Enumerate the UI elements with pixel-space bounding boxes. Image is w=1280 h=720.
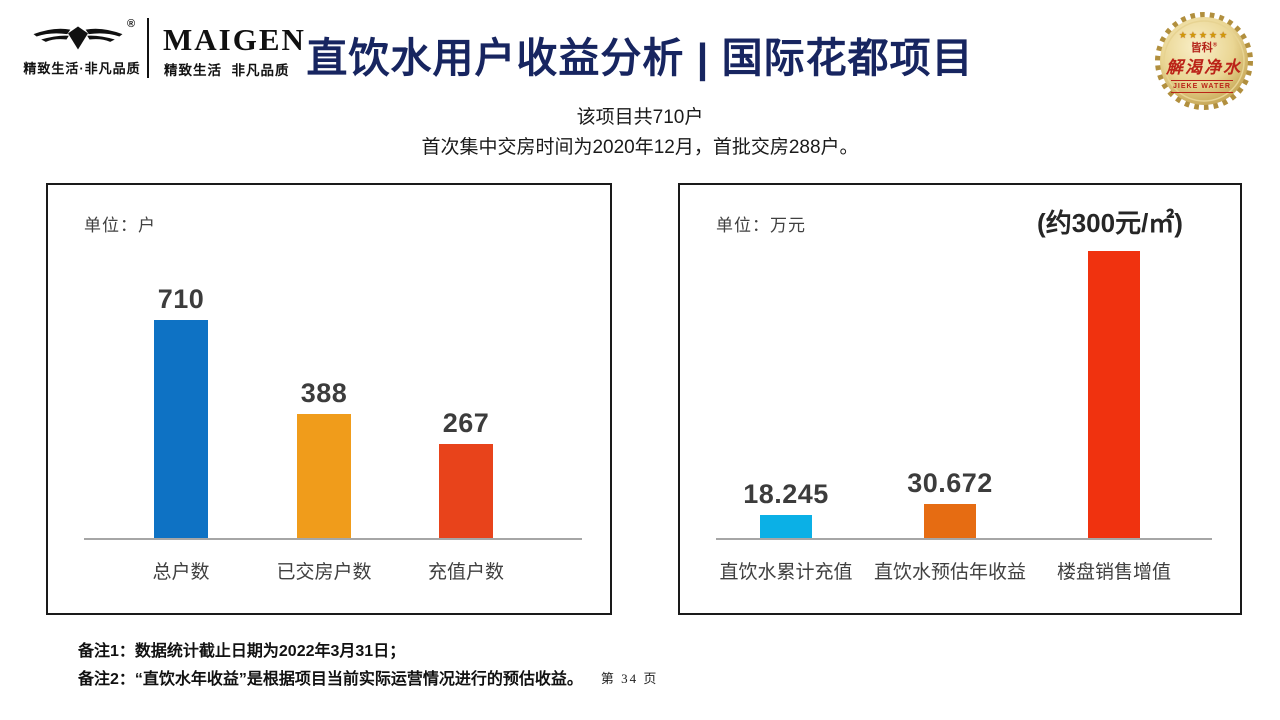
chart-households: 单位：户 710 总户数 388 已交房户数 267 充值户数 <box>46 183 612 615</box>
category-label: 直饮水累计充值 <box>719 562 853 583</box>
x-axis-line <box>716 538 1212 540</box>
subtitle-line2: 首次集中交房时间为2020年12月，首批交房288户。 <box>421 137 859 158</box>
bar <box>760 515 812 540</box>
footnote-1: 备注1：数据统计截止日期为2022年3月31日； <box>78 643 406 660</box>
bar <box>439 444 493 540</box>
plot-area: 18.245 直饮水累计充值 30.672 直饮水预估年收益 楼盘销售增值 <box>680 185 1240 583</box>
badge-slogan: 解渴净水 <box>1166 58 1242 77</box>
badge-brand-name: 皆科® <box>1155 39 1253 55</box>
category-label: 已交房户数 <box>276 562 372 583</box>
bar <box>1088 251 1140 540</box>
unit-label: 单位：万元 <box>716 216 806 235</box>
brand-tagline: 精致生活 非凡品质 <box>164 63 290 78</box>
value-label: 388 <box>300 378 348 408</box>
chart-revenue: 单位：万元 (约300元/㎡) 18.245 直饮水累计充值 30.672 直饮水预估… <box>678 183 1242 615</box>
category-label: 充值户数 <box>427 562 504 583</box>
page-number: 第 34 页 <box>600 671 659 686</box>
plot-area: 710 总户数 388 已交房户数 267 充值户数 <box>48 185 610 583</box>
logo-tagline: 精致生活·非凡品质 <box>23 61 141 76</box>
brand-seal-badge: ★★★★★ 皆科® 解渴净水 JIEKE WATER <box>1155 12 1253 110</box>
badge-brand-text: 皆科 <box>1190 42 1213 54</box>
category-label: 楼盘销售增值 <box>1056 562 1171 583</box>
category-label: 直饮水预估年收益 <box>873 562 1026 583</box>
logo-divider <box>147 18 149 78</box>
bar <box>297 414 351 540</box>
footnote-2: 备注2：“直饮水年收益”是根据项目当前实际运营情况进行的预估收益。 第 34 页 <box>78 665 658 689</box>
chart-annotation: (约300元/㎡) <box>1037 208 1183 238</box>
value-label: 18.245 <box>743 479 829 509</box>
bar <box>154 320 208 540</box>
brand-name: MAIGEN <box>163 22 306 57</box>
category-label: 总户数 <box>152 562 210 583</box>
subtitle-line1: 该项目共710户 <box>576 107 704 128</box>
badge-registered-mark: ® <box>1212 42 1218 49</box>
value-label: 710 <box>157 284 205 314</box>
footnote-2-text: 备注2：“直饮水年收益”是根据项目当前实际运营情况进行的预估收益。 <box>78 671 583 688</box>
value-label: 267 <box>442 408 490 438</box>
bottle-cap-icon <box>1155 12 1253 110</box>
unit-label: 单位：户 <box>84 216 156 235</box>
diamond-wings-logo-icon <box>33 26 123 50</box>
value-label: 30.672 <box>907 468 993 498</box>
x-axis-line <box>84 538 582 540</box>
bar <box>924 504 976 540</box>
page-title: 直饮水用户收益分析 | 国际花都项目 <box>306 35 974 81</box>
badge-caption: JIEKE WATER <box>1171 80 1233 93</box>
badge-stars: ★★★★★ <box>1178 30 1230 40</box>
logo-registered-mark: ® <box>127 18 136 30</box>
